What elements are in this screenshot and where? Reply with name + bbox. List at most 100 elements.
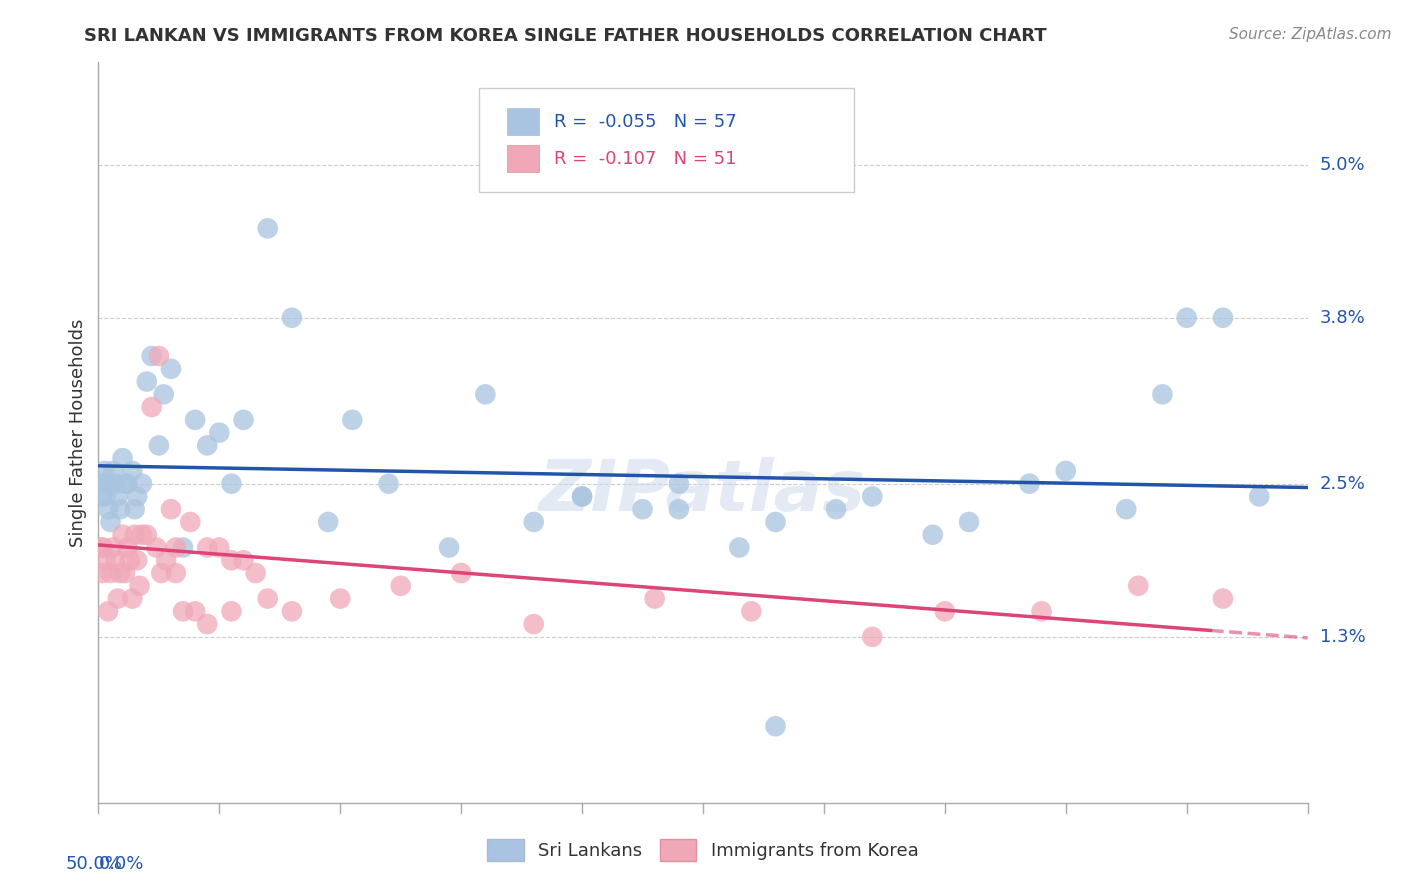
Point — [668, 502, 690, 516]
Point — [1212, 310, 1234, 325]
Point — [377, 476, 399, 491]
Point — [571, 490, 593, 504]
Point — [316, 515, 339, 529]
Point — [111, 527, 134, 541]
Point — [135, 527, 157, 541]
Point — [631, 502, 654, 516]
Point — [93, 464, 115, 478]
Text: Source: ZipAtlas.com: Source: ZipAtlas.com — [1229, 27, 1392, 42]
Point — [150, 566, 173, 580]
Point — [195, 541, 218, 555]
Point — [131, 527, 153, 541]
Point — [1031, 604, 1053, 618]
Point — [860, 630, 883, 644]
FancyBboxPatch shape — [479, 88, 855, 192]
Point — [101, 464, 124, 478]
Text: SRI LANKAN VS IMMIGRANTS FROM KOREA SINGLE FATHER HOUSEHOLDS CORRELATION CHART: SRI LANKAN VS IMMIGRANTS FROM KOREA SING… — [84, 27, 1047, 45]
Point — [97, 604, 120, 618]
Point — [765, 515, 787, 529]
Point — [108, 566, 131, 580]
Point — [111, 451, 134, 466]
Point — [221, 553, 243, 567]
Point — [571, 490, 593, 504]
Point — [141, 349, 163, 363]
Point — [256, 591, 278, 606]
Point — [740, 604, 762, 618]
Point — [152, 387, 174, 401]
Point — [114, 476, 136, 491]
Point — [1115, 502, 1137, 516]
Point — [107, 591, 129, 606]
Point — [165, 541, 187, 555]
Point — [145, 541, 167, 555]
Point — [221, 476, 243, 491]
Point — [342, 413, 364, 427]
Point — [1175, 310, 1198, 325]
Point — [172, 604, 194, 618]
Point — [474, 387, 496, 401]
Text: 0.0%: 0.0% — [98, 855, 143, 872]
Point — [184, 604, 207, 618]
Point — [121, 591, 143, 606]
Point — [124, 527, 146, 541]
Point — [934, 604, 956, 618]
Point — [160, 502, 183, 516]
Point — [90, 541, 112, 555]
Point — [90, 476, 112, 491]
Text: R =  -0.055   N = 57: R = -0.055 N = 57 — [554, 112, 737, 130]
Point — [860, 490, 883, 504]
FancyBboxPatch shape — [508, 145, 538, 172]
Point — [1212, 591, 1234, 606]
FancyBboxPatch shape — [508, 108, 538, 135]
Point — [100, 566, 122, 580]
Point — [921, 527, 943, 541]
Point — [644, 591, 666, 606]
Point — [148, 438, 170, 452]
Point — [232, 553, 254, 567]
Point — [100, 515, 122, 529]
Point — [101, 541, 124, 555]
Point — [124, 502, 146, 516]
Point — [232, 413, 254, 427]
Point — [117, 476, 139, 491]
Point — [1054, 464, 1077, 478]
Point — [165, 566, 187, 580]
Point — [765, 719, 787, 733]
Point — [208, 541, 231, 555]
Y-axis label: Single Father Households: Single Father Households — [69, 318, 87, 547]
Point — [94, 490, 117, 504]
Point — [172, 541, 194, 555]
Point — [523, 515, 546, 529]
Point — [256, 221, 278, 235]
Point — [523, 617, 546, 632]
Point — [118, 553, 141, 567]
Point — [329, 591, 352, 606]
Point — [728, 541, 751, 555]
Point — [131, 476, 153, 491]
Point — [450, 566, 472, 580]
Text: 50.0%: 50.0% — [66, 855, 122, 872]
Point — [141, 400, 163, 414]
Point — [104, 553, 127, 567]
Point — [281, 310, 304, 325]
Point — [108, 502, 131, 516]
Point — [668, 476, 690, 491]
Point — [825, 502, 848, 516]
Point — [127, 490, 149, 504]
Text: 2.5%: 2.5% — [1320, 475, 1365, 492]
Point — [114, 566, 136, 580]
Text: 5.0%: 5.0% — [1320, 155, 1365, 174]
Point — [1128, 579, 1150, 593]
Point — [437, 541, 460, 555]
Point — [389, 579, 412, 593]
Point — [107, 490, 129, 504]
Text: 3.8%: 3.8% — [1320, 309, 1365, 326]
Text: 1.3%: 1.3% — [1320, 628, 1365, 646]
Point — [128, 579, 150, 593]
Point — [1152, 387, 1174, 401]
Point — [281, 604, 304, 618]
Point — [179, 515, 201, 529]
Point — [91, 541, 114, 555]
Point — [127, 553, 149, 567]
Point — [91, 490, 114, 504]
